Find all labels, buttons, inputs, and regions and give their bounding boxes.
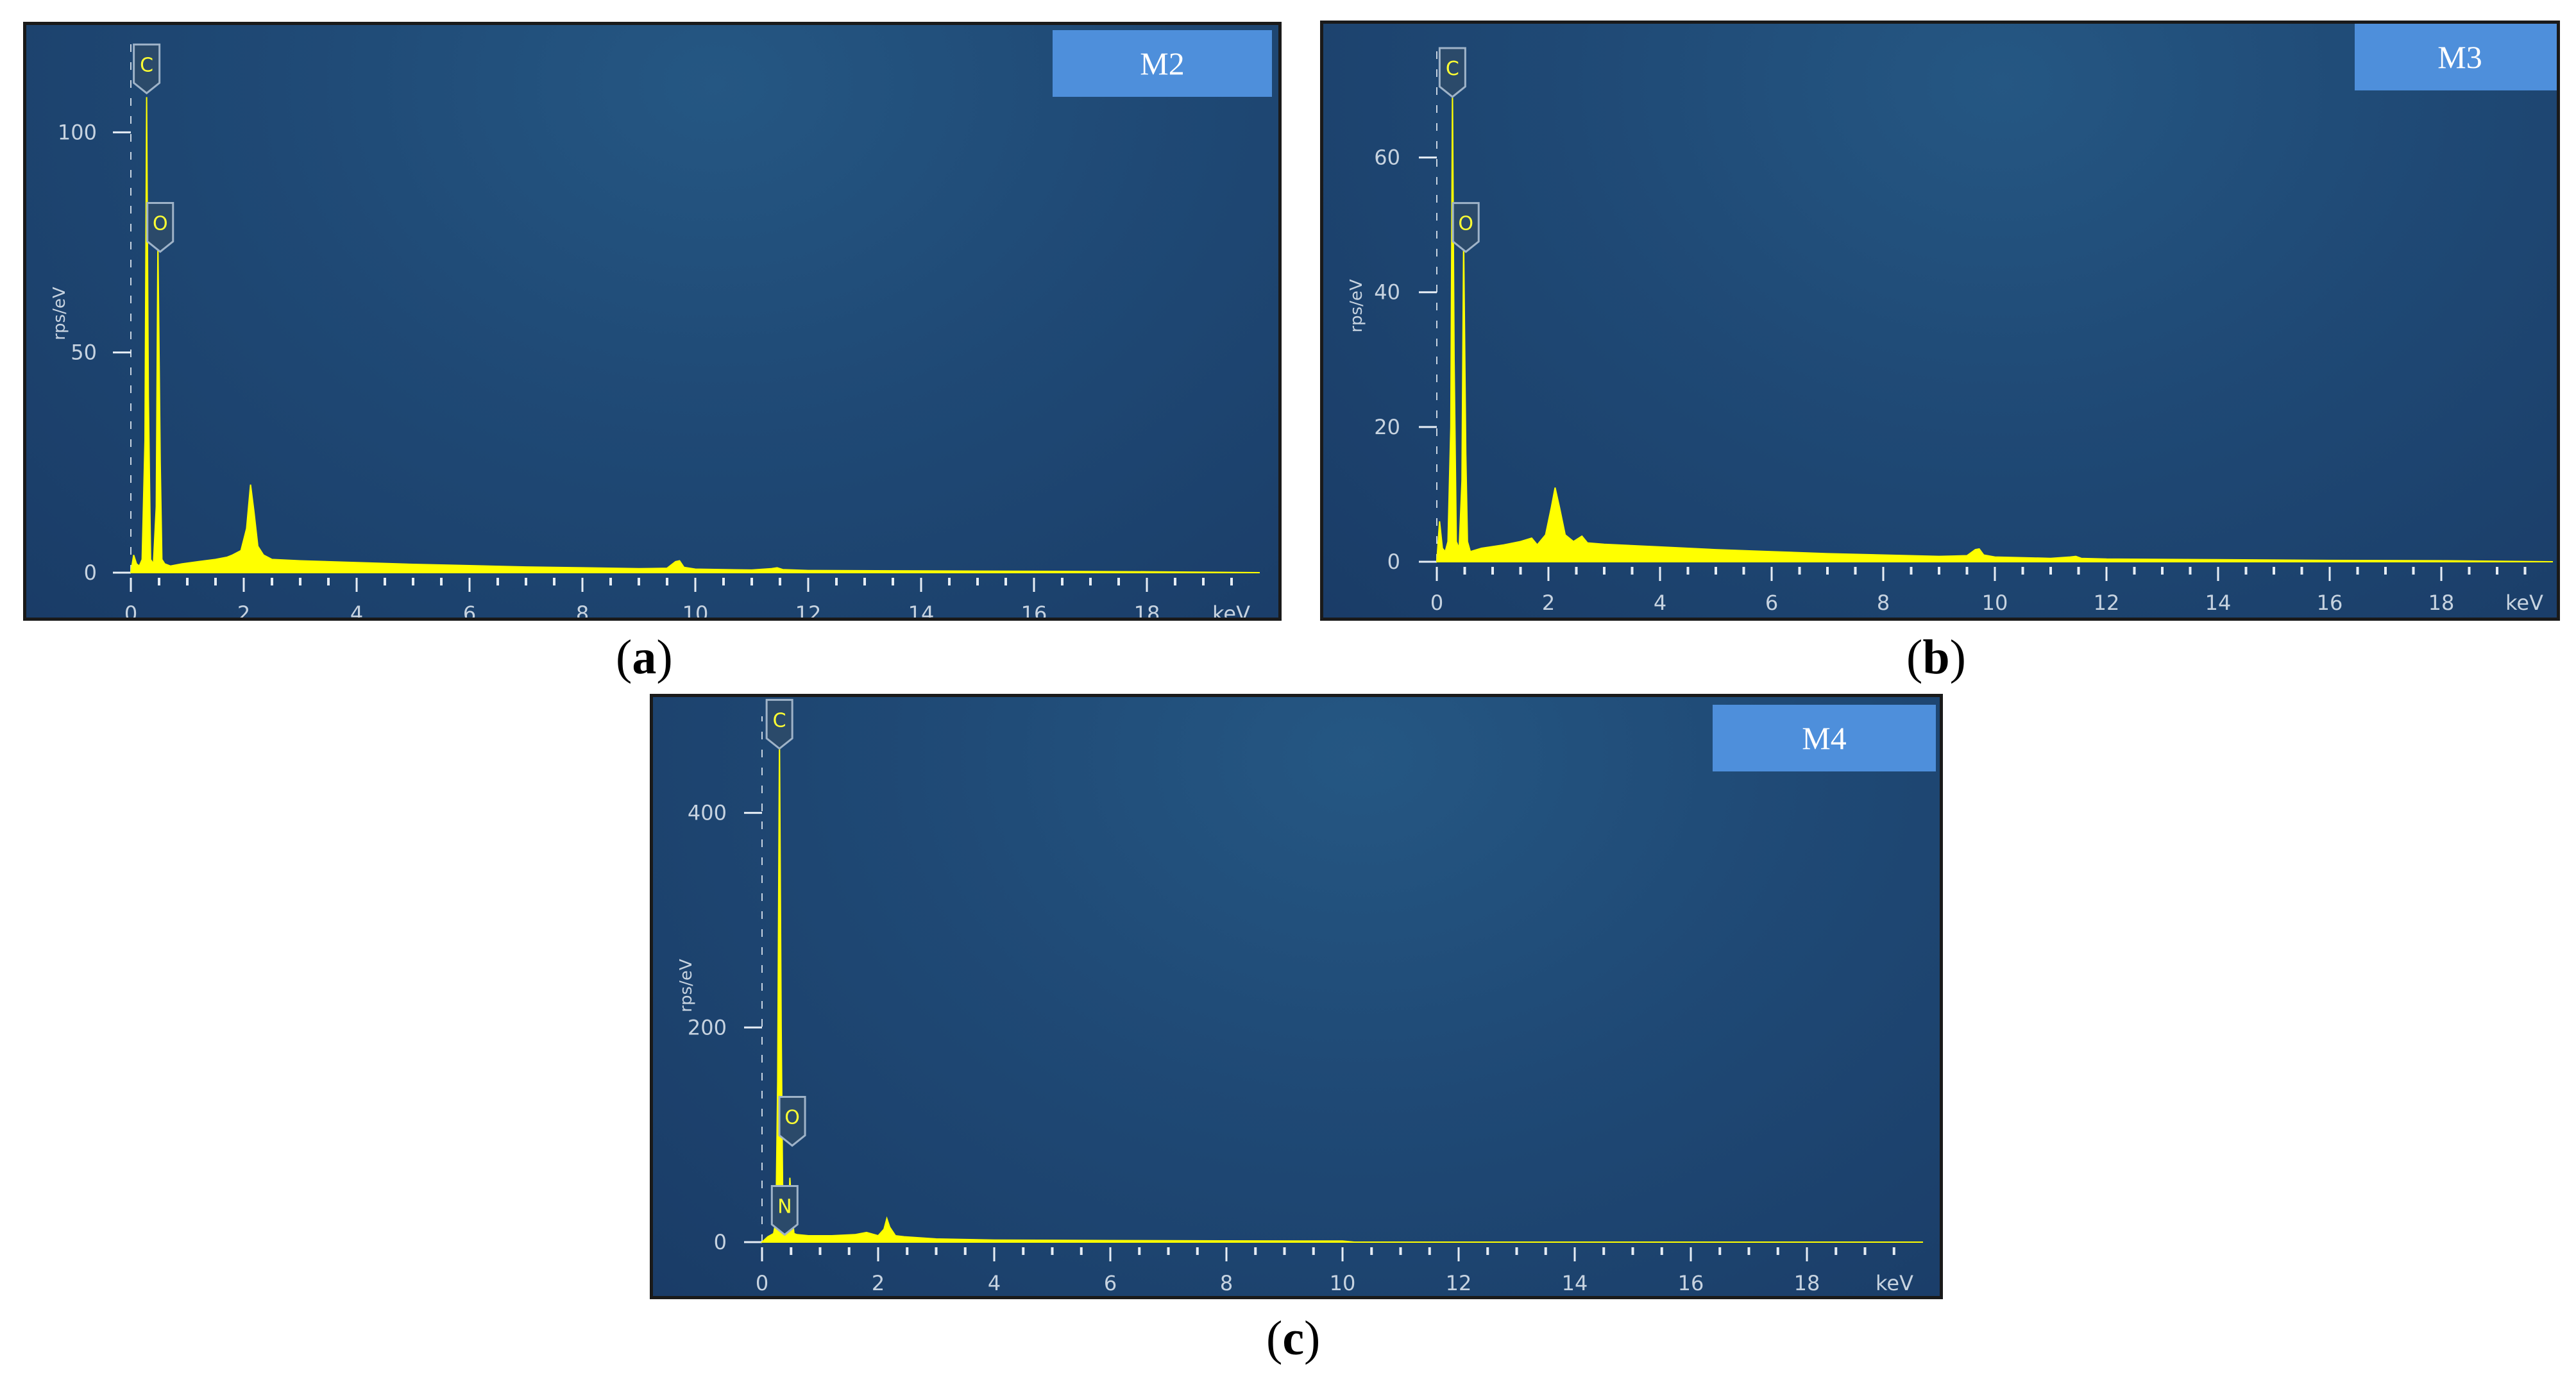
y-axis-title: rps/eV xyxy=(677,959,696,1012)
peak-marker-c: C xyxy=(765,698,793,750)
x-tick-label: 18 xyxy=(2428,591,2455,615)
sample-label-m4: M4 xyxy=(1713,705,1936,771)
y-axis-title: rps/eV xyxy=(50,287,69,340)
spectrum-panel-b: 0 2 4 6 8 10 12 14 16 18 keV 0 20 40 60 rps/eV C O M3 xyxy=(1320,21,2560,621)
y-tick-label: 0 xyxy=(84,560,97,585)
x-tick-label: 14 xyxy=(1562,1271,1588,1295)
x-tick-label: 12 xyxy=(1446,1271,1472,1295)
sample-label-m3: M3 xyxy=(2355,24,2557,90)
caption-letter-a: a xyxy=(632,630,657,684)
spectrum-panel-a: 0 2 4 6 8 10 12 14 16 18 keV 0 50 100 rps/eV C O M2 xyxy=(23,22,1282,621)
y-tick-label: 20 xyxy=(1374,415,1400,439)
peak-element-label: O xyxy=(784,1107,800,1129)
peak-marker-c: C xyxy=(1438,47,1466,98)
peak-element-label: O xyxy=(1458,213,1473,235)
peak-marker-box xyxy=(778,1096,806,1147)
y-tick-label: 40 xyxy=(1374,280,1400,305)
x-axis-title: keV xyxy=(2505,591,2543,615)
spectrum-series-a-0 xyxy=(130,97,1260,573)
x-tick-label: 16 xyxy=(2317,591,2343,615)
x-tick-label: 16 xyxy=(1021,602,1047,618)
x-tick-label: 0 xyxy=(756,1271,768,1295)
x-tick-label: 14 xyxy=(2205,591,2232,615)
caption-letter-b: b xyxy=(1922,630,1950,684)
x-tick-label: 8 xyxy=(576,602,589,618)
x-tick-label: 6 xyxy=(1765,591,1778,615)
peak-marker-box xyxy=(770,1184,799,1236)
y-tick-label: 200 xyxy=(688,1015,727,1039)
peak-element-label: N xyxy=(777,1195,792,1218)
x-tick-label: 14 xyxy=(908,602,935,618)
y-tick-label: 60 xyxy=(1374,146,1400,170)
peak-element-label: C xyxy=(1446,58,1459,80)
peak-marker-box xyxy=(133,43,161,95)
y-tick-label: 400 xyxy=(688,801,727,825)
x-tick-label: 10 xyxy=(682,602,709,618)
y-tick-label: 50 xyxy=(71,341,97,365)
x-tick-label: 0 xyxy=(124,602,137,618)
x-axis-title: keV xyxy=(1876,1271,1913,1295)
x-tick-label: 6 xyxy=(1104,1271,1117,1295)
peak-element-label: O xyxy=(153,213,168,235)
peak-marker-o: O xyxy=(1452,202,1480,253)
x-tick-label: 10 xyxy=(1330,1271,1356,1295)
x-tick-label: 2 xyxy=(872,1271,885,1295)
peak-element-label: C xyxy=(140,54,153,76)
spectrum-chart-a: 0 2 4 6 8 10 12 14 16 18 keV 0 50 100 rps/eV C O xyxy=(50,43,1260,618)
caption-letter-c: c xyxy=(1282,1311,1305,1365)
peak-element-label: C xyxy=(773,709,786,732)
peak-marker-box xyxy=(765,698,793,750)
peak-marker-n: N xyxy=(770,1184,799,1236)
x-tick-label: 8 xyxy=(1877,591,1890,615)
peak-marker-box xyxy=(1438,47,1466,98)
x-tick-label: 12 xyxy=(795,602,822,618)
x-tick-label: 12 xyxy=(2094,591,2120,615)
caption-b: (b) xyxy=(1906,630,1966,684)
x-tick-label: 18 xyxy=(1134,602,1160,618)
y-tick-label: 0 xyxy=(1387,550,1400,574)
peak-marker-c: C xyxy=(133,43,161,95)
x-tick-label: 16 xyxy=(1678,1271,1704,1295)
spectrum-chart-b: 0 2 4 6 8 10 12 14 16 18 keV 0 20 40 60 rps/eV C O xyxy=(1347,43,2554,615)
caption-a: (a) xyxy=(616,630,673,684)
x-tick-label: 2 xyxy=(237,602,250,618)
x-axis-title: keV xyxy=(1212,602,1250,618)
x-tick-label: 0 xyxy=(1430,591,1443,615)
y-tick-label: 0 xyxy=(714,1230,727,1254)
x-tick-label: 4 xyxy=(350,602,363,618)
x-tick-label: 8 xyxy=(1220,1271,1233,1295)
peak-marker-o: O xyxy=(778,1096,806,1147)
peak-marker-box xyxy=(146,202,174,253)
peak-marker-o: O xyxy=(146,202,174,253)
x-tick-label: 10 xyxy=(1982,591,2008,615)
spectrum-chart-c: 0 2 4 6 8 10 12 14 16 18 keV 0 200 400 rps/eV C O N xyxy=(677,698,1923,1295)
x-tick-label: 18 xyxy=(1794,1271,1820,1295)
y-tick-label: 100 xyxy=(58,120,97,144)
spectrum-series-b-0 xyxy=(1436,90,2554,562)
peak-marker-box xyxy=(1452,202,1480,253)
spectrum-panel-c: 0 2 4 6 8 10 12 14 16 18 keV 0 200 400 rps/eV C O N M4 xyxy=(650,694,1943,1299)
spectrum-series-c-0 xyxy=(760,737,1923,1243)
sample-label-m2: M2 xyxy=(1053,30,1272,97)
y-axis-title: rps/eV xyxy=(1347,279,1366,332)
x-tick-label: 4 xyxy=(1654,591,1666,615)
x-tick-label: 4 xyxy=(988,1271,1001,1295)
x-tick-label: 6 xyxy=(463,602,476,618)
x-tick-label: 2 xyxy=(1542,591,1555,615)
caption-c: (c) xyxy=(1266,1311,1321,1365)
